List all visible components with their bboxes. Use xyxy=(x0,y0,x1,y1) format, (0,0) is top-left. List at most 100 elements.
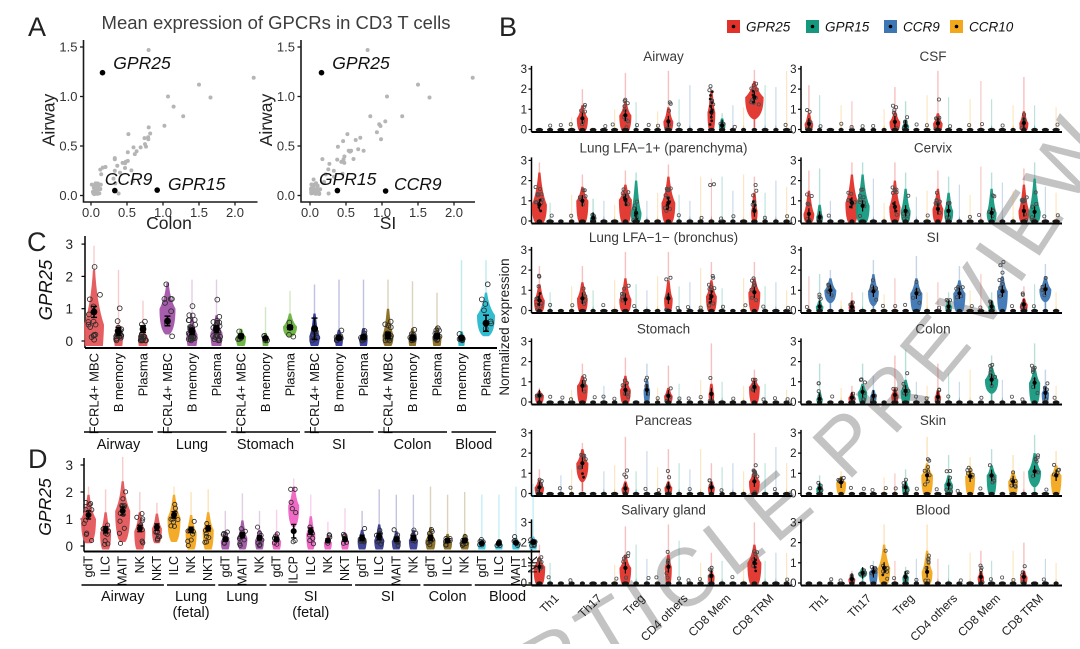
svg-text:SI: SI xyxy=(381,589,395,605)
svg-text:NK: NK xyxy=(526,555,540,573)
svg-text:GPR15: GPR15 xyxy=(168,174,226,194)
svg-text:GPR25: GPR25 xyxy=(746,20,791,35)
svg-text:1.5: 1.5 xyxy=(277,40,295,55)
svg-text:FCRL4+ MBC: FCRL4+ MBC xyxy=(160,353,175,434)
svg-text:CCR9: CCR9 xyxy=(394,174,442,194)
svg-text:D: D xyxy=(28,444,48,474)
svg-text:0.0: 0.0 xyxy=(82,205,100,220)
svg-text:gdT: gdT xyxy=(475,556,489,578)
svg-text:Blood: Blood xyxy=(916,503,951,518)
svg-text:Plasma: Plasma xyxy=(209,352,224,396)
svg-text:B memory: B memory xyxy=(405,353,420,413)
svg-text:2: 2 xyxy=(521,176,527,188)
svg-text:1: 1 xyxy=(521,468,527,480)
svg-text:NKT: NKT xyxy=(150,556,164,581)
svg-text:MAIT: MAIT xyxy=(389,556,403,586)
svg-text:1.0: 1.0 xyxy=(154,205,172,220)
svg-text:2: 2 xyxy=(521,448,527,460)
svg-text:Pancreas: Pancreas xyxy=(635,413,692,428)
svg-text:1: 1 xyxy=(790,285,796,297)
svg-text:ILC: ILC xyxy=(99,556,113,575)
svg-text:2: 2 xyxy=(521,265,527,277)
svg-text:0: 0 xyxy=(790,578,796,590)
svg-text:A: A xyxy=(28,12,46,42)
svg-text:GPR15: GPR15 xyxy=(319,169,377,189)
svg-text:0.5: 0.5 xyxy=(337,205,355,220)
svg-text:GPR15: GPR15 xyxy=(825,20,870,35)
svg-text:Colon: Colon xyxy=(394,437,432,453)
svg-text:2: 2 xyxy=(521,84,527,96)
svg-text:ILC: ILC xyxy=(167,556,181,575)
svg-text:0: 0 xyxy=(790,216,796,228)
svg-text:0.5: 0.5 xyxy=(118,205,136,220)
svg-text:Plasma: Plasma xyxy=(430,352,445,396)
svg-text:ILC: ILC xyxy=(441,556,455,575)
svg-text:3: 3 xyxy=(790,245,796,257)
svg-text:Airway: Airway xyxy=(256,93,276,146)
svg-text:Stomach: Stomach xyxy=(637,322,690,337)
svg-text:0: 0 xyxy=(65,539,73,554)
svg-text:NK: NK xyxy=(253,555,267,573)
svg-text:2: 2 xyxy=(790,176,796,188)
svg-text:B memory: B memory xyxy=(454,353,469,413)
svg-text:NK: NK xyxy=(321,555,335,573)
svg-text:3: 3 xyxy=(65,458,73,473)
svg-text:0: 0 xyxy=(521,397,527,409)
svg-text:SI: SI xyxy=(304,589,318,605)
svg-text:(fetal): (fetal) xyxy=(292,605,329,621)
svg-text:Colon: Colon xyxy=(146,213,192,233)
svg-text:CCR9: CCR9 xyxy=(903,20,940,35)
svg-text:1.0: 1.0 xyxy=(277,89,295,104)
svg-text:Lung LFA−1+ (parenchyma): Lung LFA−1+ (parenchyma) xyxy=(579,141,747,156)
svg-text:0: 0 xyxy=(521,125,527,137)
svg-text:Skin: Skin xyxy=(920,413,946,428)
svg-text:2.0: 2.0 xyxy=(226,205,244,220)
svg-text:1: 1 xyxy=(521,196,527,208)
svg-text:SI: SI xyxy=(380,213,397,233)
svg-text:Lung: Lung xyxy=(175,589,207,605)
svg-text:0.0: 0.0 xyxy=(277,188,295,203)
svg-text:FCRL4+ MBC: FCRL4+ MBC xyxy=(381,353,396,434)
svg-text:0: 0 xyxy=(790,125,796,137)
svg-text:3: 3 xyxy=(790,64,796,76)
svg-text:1: 1 xyxy=(790,196,796,208)
svg-text:Lung: Lung xyxy=(176,437,208,453)
svg-text:MAIT: MAIT xyxy=(509,556,523,586)
svg-text:Colon: Colon xyxy=(915,322,950,337)
svg-text:1: 1 xyxy=(521,558,527,570)
svg-text:3: 3 xyxy=(521,155,527,167)
svg-text:0: 0 xyxy=(790,306,796,318)
svg-text:C: C xyxy=(27,227,47,257)
svg-text:SI: SI xyxy=(927,230,940,245)
svg-text:gdT: gdT xyxy=(355,556,369,578)
svg-text:gdT: gdT xyxy=(270,556,284,578)
svg-text:1: 1 xyxy=(790,104,796,116)
svg-text:Plasma: Plasma xyxy=(283,352,298,396)
svg-text:0: 0 xyxy=(790,489,796,501)
svg-text:B: B xyxy=(499,12,517,42)
svg-text:SI: SI xyxy=(332,437,346,453)
svg-text:Mean expression of GPCRs in CD: Mean expression of GPCRs in CD3 T cells xyxy=(102,12,451,33)
svg-text:NK: NK xyxy=(406,555,420,573)
svg-text:ILC: ILC xyxy=(372,556,386,575)
svg-text:Blood: Blood xyxy=(489,589,526,605)
svg-text:3: 3 xyxy=(790,336,796,348)
svg-text:0: 0 xyxy=(790,397,796,409)
svg-text:GPR25: GPR25 xyxy=(332,53,390,73)
svg-text:Airway: Airway xyxy=(643,49,684,64)
svg-text:3: 3 xyxy=(521,517,527,529)
svg-text:gdT: gdT xyxy=(424,556,438,578)
svg-text:1.5: 1.5 xyxy=(59,40,77,55)
svg-text:GPR25: GPR25 xyxy=(35,478,55,536)
svg-text:3: 3 xyxy=(521,428,527,440)
svg-text:0: 0 xyxy=(65,334,73,349)
svg-text:NK: NK xyxy=(458,555,472,573)
svg-text:Airway: Airway xyxy=(101,589,145,605)
svg-text:1: 1 xyxy=(790,558,796,570)
svg-text:MAIT: MAIT xyxy=(116,556,130,586)
svg-text:1: 1 xyxy=(790,468,796,480)
svg-text:NKT: NKT xyxy=(201,556,215,581)
svg-text:ILC: ILC xyxy=(492,556,506,575)
svg-text:gdT: gdT xyxy=(218,556,232,578)
svg-text:B memory: B memory xyxy=(185,353,200,413)
